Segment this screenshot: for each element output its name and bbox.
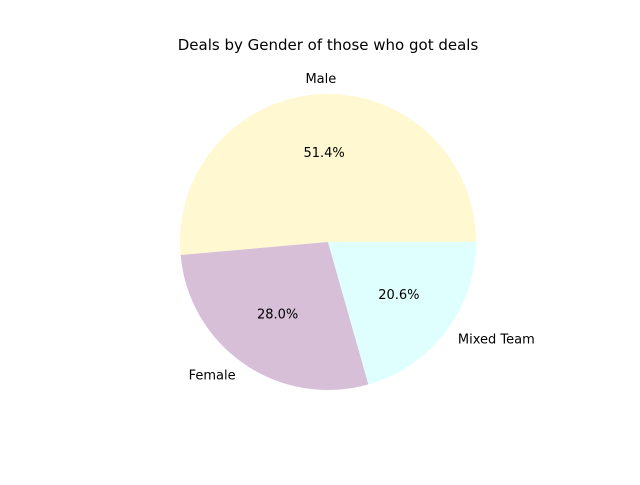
pie-slice-male: [180, 94, 477, 256]
slice-label-female: Female: [189, 369, 236, 384]
pie-slice-female: [180, 242, 369, 390]
pie-slice-mixed-team: [328, 242, 476, 385]
slice-label-mixed-team: Mixed Team: [458, 333, 535, 348]
slice-percent-female: 28.0%: [257, 308, 298, 323]
pie-labels: Male 51.4% Female 28.0% Mixed Team 20.6%: [189, 72, 535, 384]
slice-label-male: Male: [305, 72, 336, 87]
slice-percent-male: 51.4%: [303, 146, 344, 161]
slice-percent-mixed-team: 20.6%: [378, 288, 419, 303]
chart-title: Deals by Gender of those who got deals: [178, 36, 479, 54]
pie-slices: [180, 94, 477, 390]
